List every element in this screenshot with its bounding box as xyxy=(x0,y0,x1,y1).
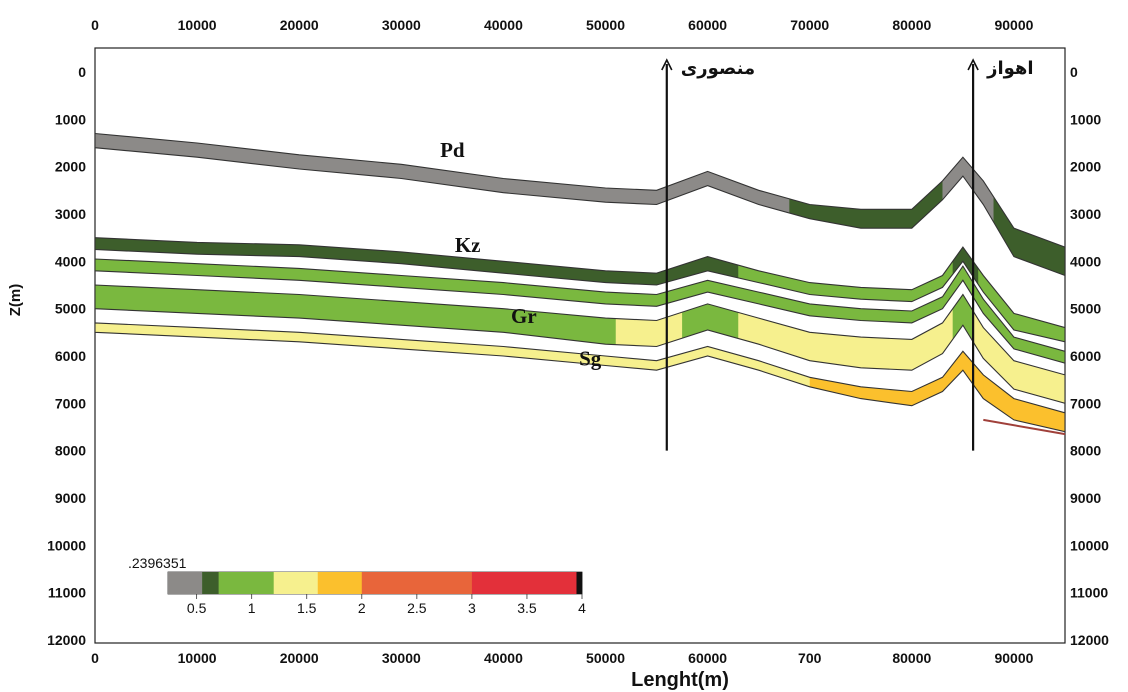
well-label: منصوری xyxy=(681,58,755,79)
colorbar-tick-label: 3.5 xyxy=(517,600,537,616)
layer-outline xyxy=(94,132,1066,277)
y-tick-right: 12000 xyxy=(1070,632,1109,648)
y-tick-right: 11000 xyxy=(1070,585,1108,601)
y-tick-left: 7000 xyxy=(55,395,86,411)
y-tick-right: 1000 xyxy=(1070,111,1101,127)
colorbar-tick-label: 0.5 xyxy=(187,600,207,616)
y-tick-right: 3000 xyxy=(1070,206,1101,222)
well-marker-icon xyxy=(967,58,979,71)
colorbar-segment xyxy=(218,572,275,594)
y-tick-right: 0 xyxy=(1070,64,1078,80)
x-tick-bottom: 700 xyxy=(798,650,822,666)
x-tick-bottom: 50000 xyxy=(586,650,625,666)
colorbar-ticks: 0.5 1 1.5 2 2.5 3 3.5 4 xyxy=(187,594,586,616)
colorbar-tick-label: 1.5 xyxy=(297,600,317,616)
well-marker-icon xyxy=(661,58,673,71)
colorbar-tick-label: 3 xyxy=(468,600,476,616)
colorbar-segment xyxy=(576,572,583,594)
x-tick-top: 30000 xyxy=(382,17,421,33)
colorbar-segment xyxy=(361,572,473,594)
colorbar-segment xyxy=(273,572,319,594)
y-tick-left: 0 xyxy=(78,64,86,80)
y-tick-left: 3000 xyxy=(55,206,86,222)
x-tick-top: 70000 xyxy=(790,17,829,33)
y-tick-right: 7000 xyxy=(1070,395,1101,411)
x-tick-top: 10000 xyxy=(178,17,217,33)
well-label: اهواز xyxy=(986,58,1033,79)
layer-label: Sg xyxy=(579,346,602,370)
colorbar-segment xyxy=(471,572,577,594)
lower-boundary-line xyxy=(983,418,1066,436)
y-tick-right: 5000 xyxy=(1070,301,1101,317)
colorbar-segment xyxy=(168,572,203,594)
layer-label: Kz xyxy=(455,233,481,257)
y-tick-right: 9000 xyxy=(1070,490,1101,506)
x-tick-bottom: 10000 xyxy=(178,650,217,666)
y-tick-left: 11000 xyxy=(48,585,86,601)
layer-outline xyxy=(94,258,1066,364)
colorbar-min-label: .2396351 xyxy=(128,555,187,571)
layer-outline xyxy=(94,237,1066,343)
plot-frame xyxy=(94,47,1066,644)
colorbar-segment xyxy=(317,572,363,594)
y-tick-left: 5000 xyxy=(55,301,86,317)
y-ticks-left: 0 1000 2000 3000 4000 5000 6000 7000 8000 9000 100… xyxy=(47,64,86,648)
x-tick-top: 90000 xyxy=(994,17,1033,33)
x-axis-title: Lenght(m) xyxy=(631,669,729,691)
layer-label: Pd xyxy=(440,138,465,162)
y-tick-left: 10000 xyxy=(47,537,86,553)
colorbar-segment xyxy=(202,572,219,594)
x-tick-top: 80000 xyxy=(892,17,931,33)
y-tick-left: 8000 xyxy=(55,443,86,459)
y-tick-left: 1000 xyxy=(55,111,86,127)
x-tick-bottom: 80000 xyxy=(892,650,931,666)
colorbar: .2396351 0.5 1 1.5 2 2.5 3 3.5 4 xyxy=(128,555,586,616)
x-ticks-top: 0 10000 20000 30000 40000 50000 60000 70000 8000… xyxy=(91,17,1034,33)
y-tick-left: 2000 xyxy=(55,159,86,175)
colorbar-segments xyxy=(168,572,583,594)
x-ticks-bottom: 0 10000 20000 30000 40000 50000 60000 700 80000 9… xyxy=(91,650,1034,666)
x-tick-top: 60000 xyxy=(688,17,727,33)
x-tick-bottom: 20000 xyxy=(280,650,319,666)
colorbar-tick-label: 1 xyxy=(248,600,256,616)
y-tick-right: 8000 xyxy=(1070,443,1101,459)
y-tick-right: 2000 xyxy=(1070,159,1101,175)
y-tick-left: 9000 xyxy=(55,490,86,506)
wells: منصوری اهواز xyxy=(661,58,1034,451)
layer-label: Gr xyxy=(511,304,537,328)
colorbar-tick-label: 2.5 xyxy=(407,600,427,616)
y-tick-right: 4000 xyxy=(1070,253,1101,269)
layer-labels: Pd Kz Gr Sg xyxy=(440,138,602,370)
x-tick-bottom: 90000 xyxy=(994,650,1033,666)
y-tick-right: 10000 xyxy=(1070,537,1109,553)
x-tick-bottom: 0 xyxy=(91,650,99,666)
x-tick-bottom: 60000 xyxy=(688,650,727,666)
y-tick-left: 4000 xyxy=(55,253,86,269)
colorbar-tick-label: 2 xyxy=(358,600,366,616)
x-tick-top: 0 xyxy=(91,17,99,33)
y-ticks-right: 0 1000 2000 3000 4000 5000 6000 7000 8000 9000 100… xyxy=(1070,64,1109,648)
y-tick-right: 6000 xyxy=(1070,348,1101,364)
x-tick-top: 20000 xyxy=(280,17,319,33)
layer-outline xyxy=(94,284,1066,405)
x-tick-bottom: 40000 xyxy=(484,650,523,666)
y-axis-title: Z(m) xyxy=(7,284,24,317)
colorbar-tick-label: 4 xyxy=(578,600,586,616)
y-tick-left: 12000 xyxy=(47,632,86,648)
layer-outline xyxy=(94,322,1066,433)
x-tick-bottom: 30000 xyxy=(382,650,421,666)
x-tick-top: 40000 xyxy=(484,17,523,33)
x-tick-top: 50000 xyxy=(586,17,625,33)
y-tick-left: 6000 xyxy=(55,348,86,364)
